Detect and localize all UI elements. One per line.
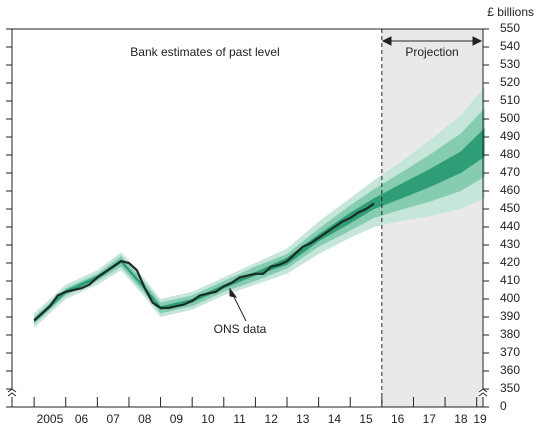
y-tick-label: 480: [500, 147, 520, 161]
y-axis-label: £ billions: [487, 5, 534, 19]
y-tick-label: 420: [500, 255, 520, 269]
y-tick-label: 510: [500, 93, 520, 107]
x-tick-label: 08: [138, 412, 152, 426]
x-tick-label: 07: [106, 412, 120, 426]
arrow-head: [381, 36, 392, 46]
x-tick-label: 12: [265, 412, 279, 426]
y-tick-label: 400: [500, 291, 520, 305]
annotation: ONS data: [214, 322, 267, 336]
y-tick-label: 0: [500, 399, 507, 413]
x-tick-label: 18: [454, 412, 468, 426]
y-tick-label: 360: [500, 363, 520, 377]
x-tick-label: 15: [359, 412, 373, 426]
x-tick-label: 19: [473, 412, 487, 426]
plot-frame: [11, 28, 484, 408]
y-tick-label: 370: [500, 345, 520, 359]
x-tick-label: 2005: [37, 412, 64, 426]
y-tick-label: 450: [500, 201, 520, 215]
x-tick-label: 10: [201, 412, 215, 426]
arrow-head: [229, 287, 238, 298]
y-tick-label: 430: [500, 237, 520, 251]
y-tick-label: 410: [500, 273, 520, 287]
x-tick-label: 11: [233, 412, 246, 426]
y-tick-label: 460: [500, 183, 520, 197]
y-tick-label: 380: [500, 327, 520, 341]
y-tick-label: 500: [500, 111, 520, 125]
y-tick-label: 530: [500, 57, 520, 71]
arrow: [231, 292, 247, 322]
annotation: Bank estimates of past level: [130, 45, 279, 59]
y-tick-label: 540: [500, 39, 520, 53]
y-tick-label: 520: [500, 75, 520, 89]
y-tick-label: 440: [500, 219, 520, 233]
y-tick-label: 550: [500, 21, 520, 35]
x-tick-label: 09: [170, 412, 184, 426]
x-tick-label: 13: [296, 412, 310, 426]
y-tick-label: 490: [500, 129, 520, 143]
arrow-head: [472, 36, 483, 46]
x-tick-label: 16: [391, 412, 405, 426]
x-tick-label: 17: [423, 412, 437, 426]
annotation: Projection: [405, 45, 458, 59]
y-tick-label: 350: [500, 381, 520, 395]
data-line: [33, 202, 375, 322]
x-tick-label: 14: [328, 412, 342, 426]
y-tick-label: 470: [500, 165, 520, 179]
arrows: [229, 36, 483, 322]
x-tick-label: 06: [75, 412, 89, 426]
y-tick-label: 390: [500, 309, 520, 323]
